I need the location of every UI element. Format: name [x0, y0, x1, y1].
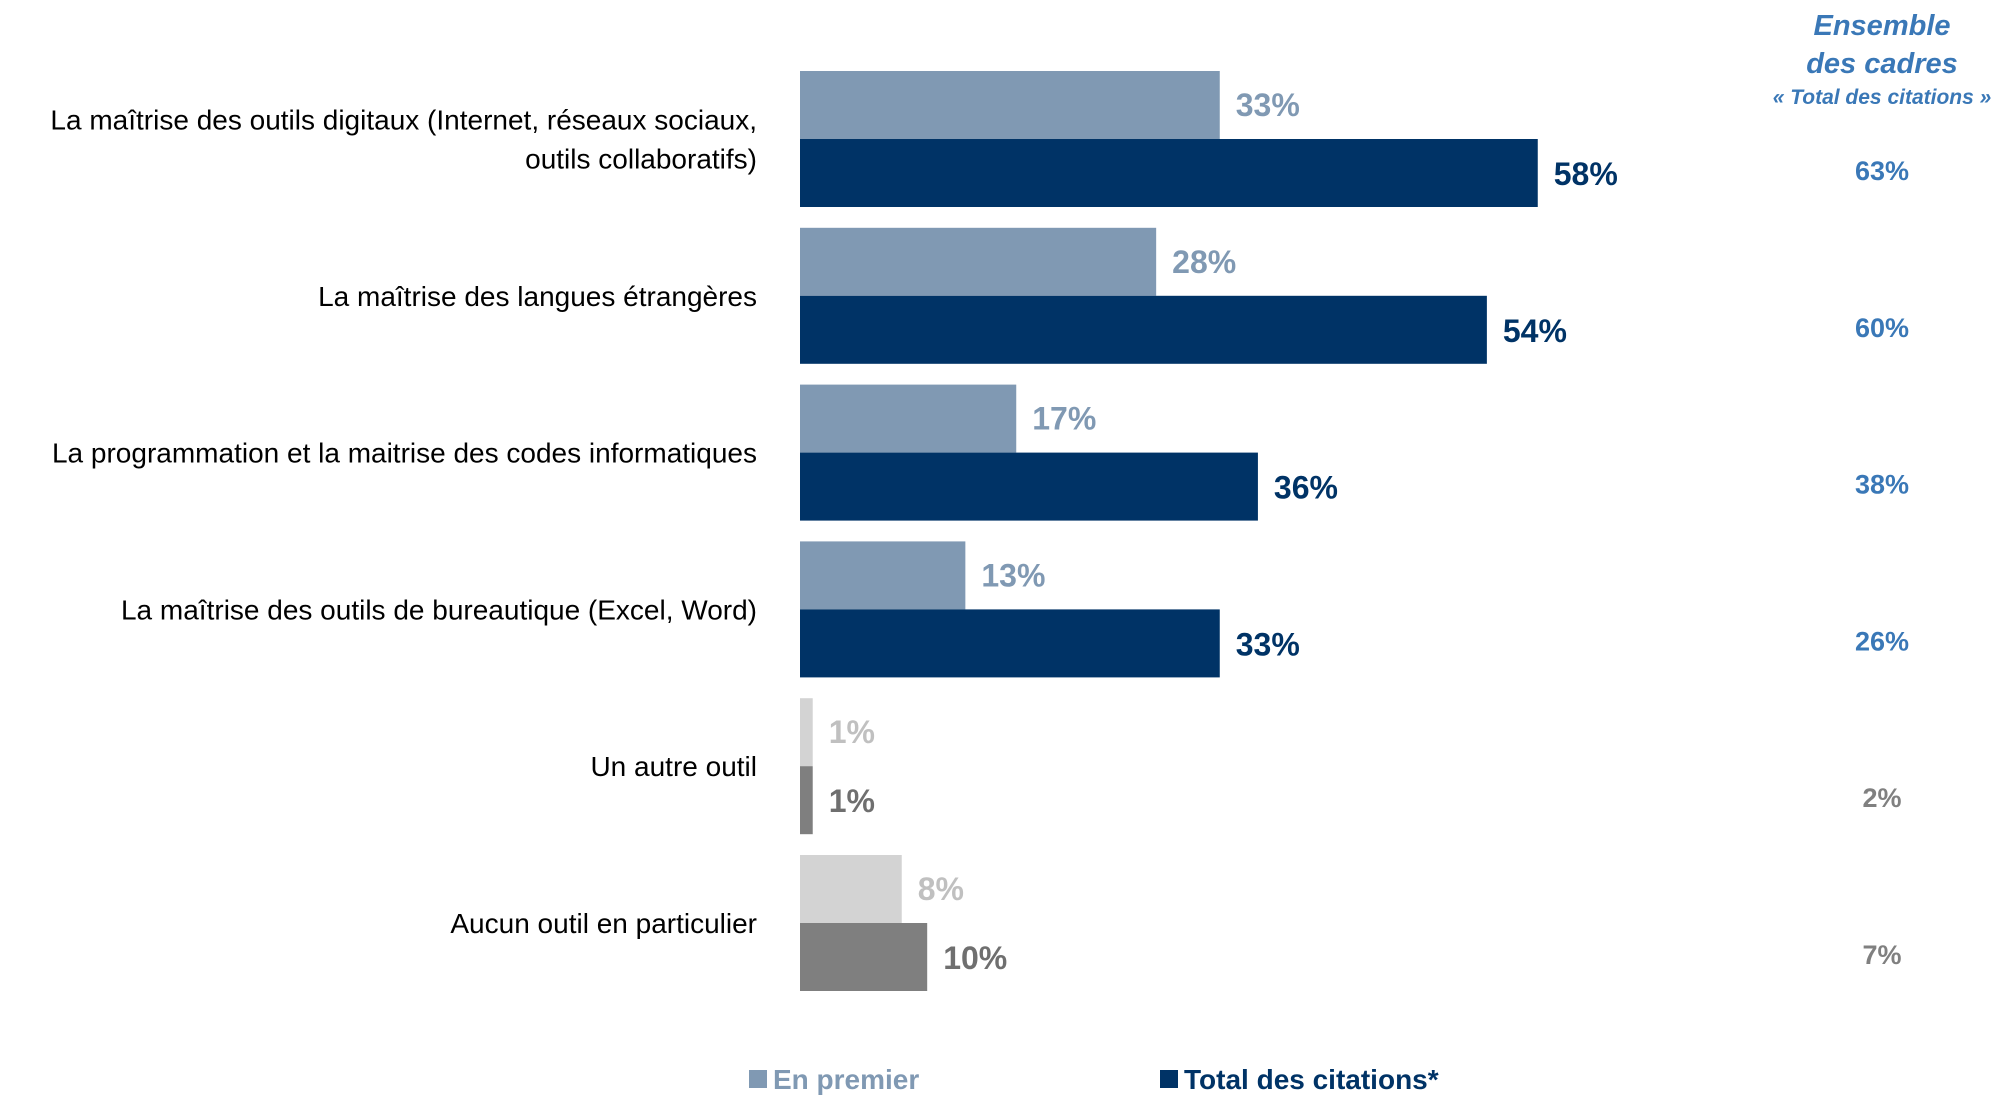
data-label-total-citations: 33% — [1236, 626, 1300, 662]
legend-swatch-total-citations — [1160, 1070, 1178, 1088]
category-label: La maîtrise des outils de bureautique (E… — [121, 594, 757, 625]
data-label-total-citations: 58% — [1554, 156, 1618, 192]
category-label: outils collaboratifs) — [525, 144, 757, 175]
data-label-en-premier: 1% — [829, 714, 875, 750]
side-column-value: 26% — [1855, 626, 1909, 656]
bar-en-premier — [800, 541, 966, 610]
bar-total-citations — [800, 609, 1220, 678]
data-label-en-premier: 17% — [1032, 401, 1096, 437]
data-label-en-premier: 13% — [981, 557, 1045, 593]
data-label-total-citations: 10% — [943, 940, 1007, 976]
data-label-en-premier: 28% — [1172, 244, 1236, 280]
bar-total-citations — [800, 923, 928, 991]
bar-total-citations — [800, 295, 1487, 364]
bar-total-citations — [800, 766, 813, 835]
legend-label-en-premier: En premier — [773, 1064, 919, 1095]
bar-total-citations — [800, 139, 1538, 207]
category-label: Aucun outil en particulier — [450, 908, 757, 939]
category-label: La maîtrise des outils digitaux (Interne… — [50, 105, 757, 136]
category-label: Un autre outil — [590, 751, 757, 782]
side-column-value: 7% — [1862, 940, 1901, 970]
data-label-en-premier: 8% — [918, 871, 964, 907]
bar-en-premier — [800, 855, 902, 923]
side-column-value: 63% — [1855, 156, 1909, 186]
bar-en-premier — [800, 384, 1017, 453]
category-label: La programmation et la maitrise des code… — [52, 438, 757, 469]
bar-en-premier — [800, 71, 1220, 139]
category-label: La maîtrise des langues étrangères — [318, 281, 757, 312]
data-label-total-citations: 54% — [1503, 313, 1567, 349]
side-column-value: 60% — [1855, 313, 1909, 343]
data-label-en-premier: 33% — [1236, 87, 1300, 123]
legend-swatch-en-premier — [749, 1070, 767, 1088]
side-column-value: 2% — [1862, 783, 1901, 813]
side-column-value: 38% — [1855, 470, 1909, 500]
bar-en-premier — [800, 698, 813, 767]
data-label-total-citations: 36% — [1274, 470, 1338, 506]
data-label-total-citations: 1% — [829, 783, 875, 819]
bar-en-premier — [800, 227, 1157, 296]
bar-total-citations — [800, 452, 1258, 521]
side-column-title: Ensemble — [1814, 10, 1951, 42]
side-column-title: des cadres — [1806, 48, 1958, 80]
side-column-subtitle: « Total des citations » — [1773, 86, 1991, 109]
legend-label-total-citations: Total des citations* — [1184, 1064, 1439, 1095]
